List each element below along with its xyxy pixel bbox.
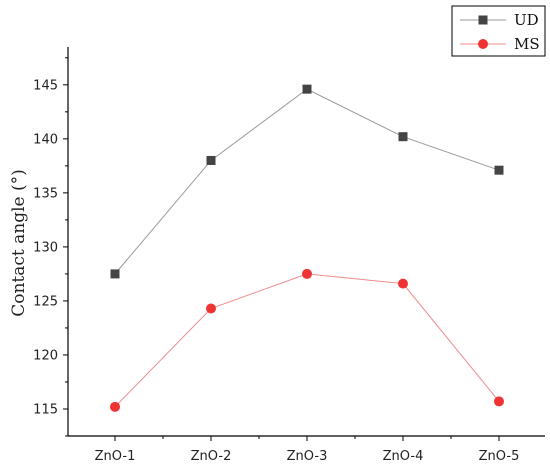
data-point-ms <box>110 401 120 412</box>
series-layer <box>110 84 504 412</box>
data-point-ms <box>302 268 312 279</box>
data-point-ms <box>494 396 504 407</box>
plot-area <box>67 47 545 437</box>
y-tick-label: 115 <box>33 402 58 417</box>
series-line-ud <box>114 88 500 275</box>
legend-label-ud: UD <box>514 11 539 29</box>
data-point-ms <box>398 278 408 289</box>
data-point-ud <box>206 155 216 165</box>
data-point-ud <box>398 132 408 142</box>
y-tick-label: 145 <box>33 78 58 93</box>
x-tick-label: ZnO-3 <box>287 449 328 464</box>
y-tick-label: 120 <box>33 348 58 363</box>
data-point-ud <box>302 84 312 94</box>
y-tick-label: 140 <box>33 132 58 147</box>
y-axis-ticks: 115 120 125 130 135 140 145 <box>33 57 68 437</box>
legend-label-ms: MS <box>514 35 540 53</box>
x-axis-ticks: ZnO-1 ZnO-2 ZnO-3 ZnO-4 ZnO-5 <box>95 436 520 464</box>
legend-box <box>451 5 546 57</box>
legend-marker-ud <box>478 15 488 25</box>
legend-items: UD MS <box>460 11 540 53</box>
y-tick-label: 125 <box>33 294 58 309</box>
y-tick-label: 130 <box>33 240 58 255</box>
data-point-ms <box>206 303 216 314</box>
data-point-ud <box>110 269 120 279</box>
legend-marker-ms <box>478 39 488 49</box>
x-tick-label: ZnO-4 <box>383 449 424 464</box>
y-tick-label: 135 <box>33 186 58 201</box>
series-line-ms <box>114 273 500 408</box>
x-tick-label: ZnO-2 <box>191 449 232 464</box>
x-tick-label: ZnO-5 <box>479 449 520 464</box>
y-axis-title: Contact angle (°) <box>9 169 29 317</box>
data-point-ud <box>494 165 504 175</box>
x-tick-label: ZnO-1 <box>95 449 136 464</box>
legend: UD MS <box>451 5 546 57</box>
